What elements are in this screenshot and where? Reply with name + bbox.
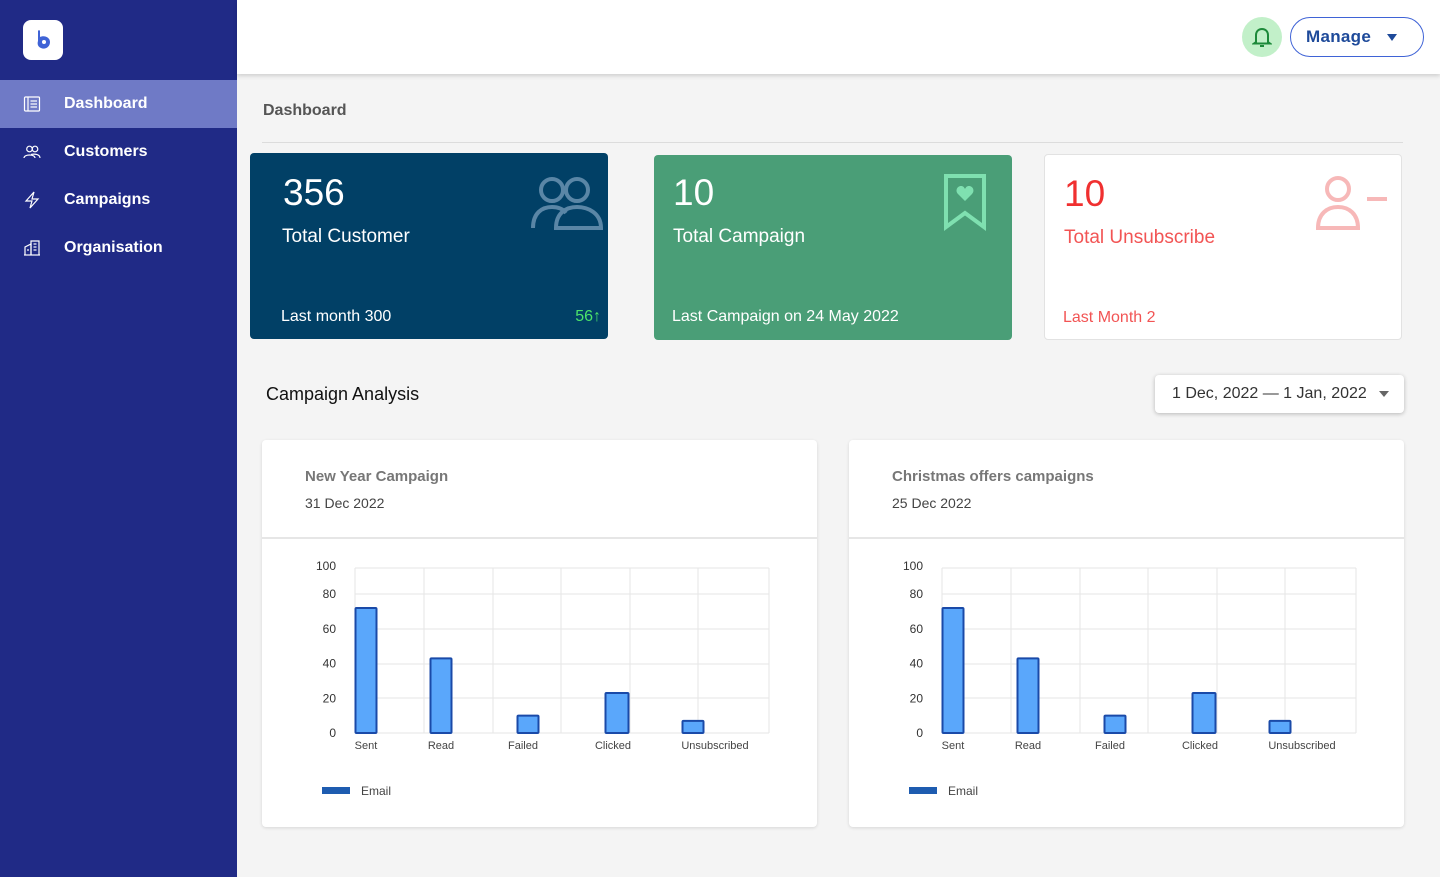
legend-swatch xyxy=(909,787,937,794)
x-tick-label: Unsubscribed xyxy=(681,740,748,752)
x-tick-label: Clicked xyxy=(1182,740,1218,752)
sidebar-item-label: Dashboard xyxy=(64,95,148,112)
stat-value: 10 xyxy=(1064,173,1106,214)
campaign-chart-card: Christmas offers campaigns 25 Dec 2022 0… xyxy=(849,440,1404,827)
date-range-picker[interactable]: 1 Dec, 2022 — 1 Jan, 2022 xyxy=(1155,375,1404,413)
divider xyxy=(262,142,1403,143)
y-tick-label: 20 xyxy=(323,691,337,705)
y-tick-label: 60 xyxy=(910,622,924,636)
user-minus-icon xyxy=(1315,176,1387,230)
bar xyxy=(354,606,378,734)
card-title: Christmas offers campaigns xyxy=(892,468,1094,485)
total-campaign-card[interactable]: 10 Total Campaign Last Campaign on 24 Ma… xyxy=(654,155,1012,340)
stat-value: 10 xyxy=(673,172,715,213)
topbar: Manage xyxy=(237,0,1440,74)
bar xyxy=(429,657,453,734)
legend-swatch xyxy=(322,787,350,794)
dashboard-icon xyxy=(22,94,42,114)
building-icon xyxy=(22,238,42,258)
stat-delta: 56↑ xyxy=(575,308,601,325)
x-tick-label: Read xyxy=(1015,740,1041,752)
card-date: 31 Dec 2022 xyxy=(305,495,385,511)
stat-footnote: Last Month 2 xyxy=(1063,309,1156,326)
x-tick-label: Read xyxy=(428,740,454,752)
y-tick-label: 0 xyxy=(916,726,923,740)
caret-down-icon xyxy=(1387,34,1397,41)
caret-down-icon xyxy=(1379,391,1389,397)
bar xyxy=(516,714,540,734)
manage-label: Manage xyxy=(1306,27,1372,46)
stat-label: Total Unsubscribe xyxy=(1064,227,1216,248)
sidebar-nav: Dashboard Customers Campaigns Organisati… xyxy=(0,80,237,272)
manage-dropdown[interactable]: Manage xyxy=(1290,17,1424,57)
date-range-label: 1 Dec, 2022 — 1 Jan, 2022 xyxy=(1172,385,1367,402)
logo-area xyxy=(0,0,237,80)
stat-footnote: Last month 300 xyxy=(281,308,392,325)
card-header xyxy=(262,440,817,539)
section-title: Campaign Analysis xyxy=(266,384,420,404)
lightning-icon xyxy=(22,190,42,210)
bar-chart: 0 20 40 60 80 100 Sent Read Failed Clicked Unsubsc… xyxy=(316,559,770,798)
campaign-chart-card: New Year Campaign 31 Dec 2022 0 20 40 60 80 1… xyxy=(262,440,817,827)
card-header xyxy=(849,440,1404,539)
total-unsubscribe-card[interactable]: 10 Total Unsubscribe Last Month 2 xyxy=(1044,154,1402,340)
bar xyxy=(1191,692,1217,734)
sidebar-item-campaigns[interactable]: Campaigns xyxy=(0,176,237,224)
y-tick-label: 60 xyxy=(323,622,337,636)
users-icon xyxy=(22,142,42,162)
sidebar-item-customers[interactable]: Customers xyxy=(0,128,237,176)
page-title: Dashboard xyxy=(263,102,347,119)
total-customer-card[interactable]: 356 Total Customer Last month 300 56↑ xyxy=(250,153,608,339)
y-tick-label: 80 xyxy=(323,587,337,601)
stat-value: 356 xyxy=(283,172,345,213)
bell-icon xyxy=(1252,27,1272,47)
bar xyxy=(1268,719,1292,734)
bar xyxy=(604,692,630,734)
y-tick-label: 100 xyxy=(316,559,336,573)
sidebar-item-organisation[interactable]: Organisation xyxy=(0,224,237,272)
sidebar-item-label: Customers xyxy=(64,143,148,160)
bar xyxy=(1016,657,1040,734)
sidebar-item-label: Campaigns xyxy=(64,191,151,208)
sidebar: Dashboard Customers Campaigns Organisati… xyxy=(0,0,237,877)
logo-icon xyxy=(37,30,50,49)
stat-label: Total Campaign xyxy=(673,226,806,247)
y-tick-label: 40 xyxy=(323,657,337,671)
card-title: New Year Campaign xyxy=(305,468,449,485)
x-tick-label: Clicked xyxy=(595,740,631,752)
bar-chart: 0 20 40 60 80 100 Sent Read Failed Clicked Unsubsc… xyxy=(903,559,1357,798)
card-date: 25 Dec 2022 xyxy=(892,495,972,511)
stat-footnote: Last Campaign on 24 May 2022 xyxy=(672,308,899,325)
sidebar-item-dashboard[interactable]: Dashboard xyxy=(0,80,237,128)
y-tick-label: 20 xyxy=(910,691,924,705)
y-tick-label: 100 xyxy=(903,559,923,573)
y-tick-label: 40 xyxy=(910,657,924,671)
bar xyxy=(941,606,965,734)
bookmark-heart-icon xyxy=(944,174,986,231)
bar xyxy=(681,719,705,734)
users-icon xyxy=(531,177,604,230)
legend-label: Email xyxy=(948,784,978,798)
x-tick-label: Failed xyxy=(508,740,538,752)
bar xyxy=(1103,714,1127,734)
notification-button[interactable] xyxy=(1242,17,1282,57)
x-tick-label: Failed xyxy=(1095,740,1125,752)
x-tick-label: Unsubscribed xyxy=(1268,740,1335,752)
x-tick-label: Sent xyxy=(355,740,378,752)
sidebar-item-label: Organisation xyxy=(64,239,163,256)
x-tick-label: Sent xyxy=(942,740,965,752)
y-tick-label: 80 xyxy=(910,587,924,601)
app-logo[interactable] xyxy=(23,20,63,60)
y-tick-label: 0 xyxy=(329,726,336,740)
stat-label: Total Customer xyxy=(282,226,410,247)
legend-label: Email xyxy=(361,784,391,798)
